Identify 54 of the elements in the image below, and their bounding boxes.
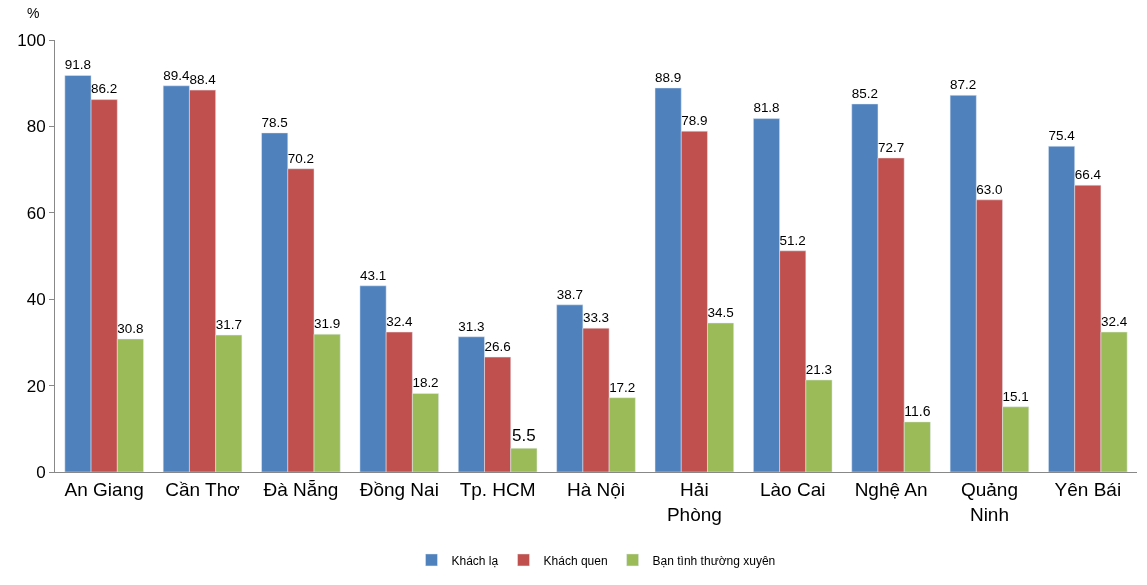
data-label: 88.4 bbox=[189, 71, 217, 87]
legend-label: Bạn tình thường xuyên bbox=[652, 553, 776, 568]
x-tick-label: Đồng Nai bbox=[359, 478, 439, 500]
x-tick-label: Lào Cai bbox=[759, 478, 826, 500]
data-label: 31.3 bbox=[458, 318, 485, 334]
data-label: 32.4 bbox=[386, 313, 413, 329]
data-label: 88.9 bbox=[655, 69, 682, 85]
data-label: 31.7 bbox=[215, 316, 242, 332]
data-label: 81.8 bbox=[753, 100, 780, 116]
data-label: 21.3 bbox=[805, 361, 833, 377]
y-axis-title: % bbox=[27, 5, 40, 21]
x-tick-label: An Giang bbox=[64, 478, 144, 500]
data-label: 72.7 bbox=[877, 139, 905, 155]
x-tick-label: Quảng Ninh bbox=[960, 478, 1018, 525]
y-tick-label: 80 bbox=[26, 117, 46, 137]
data-label: 91.8 bbox=[64, 57, 92, 73]
data-label: 70.2 bbox=[287, 150, 315, 166]
data-label: 26.6 bbox=[484, 338, 511, 354]
x-tick-label: Đà Nẵng bbox=[263, 478, 339, 500]
x-tick-label: Hà Nội bbox=[566, 478, 626, 500]
data-label: 33.3 bbox=[582, 309, 610, 325]
y-tick-label: 20 bbox=[26, 376, 46, 396]
data-label: 85.2 bbox=[851, 85, 878, 101]
data-label: 5.5 bbox=[512, 426, 536, 446]
data-label: 18.2 bbox=[412, 375, 439, 391]
data-label: 11.6 bbox=[904, 402, 931, 419]
x-tick-label: Nghệ An bbox=[854, 478, 928, 500]
data-label: 32.4 bbox=[1100, 313, 1128, 329]
data-label: 51.2 bbox=[779, 232, 806, 248]
legend-label: Khách lạ bbox=[451, 553, 499, 568]
data-label: 17.2 bbox=[609, 379, 636, 395]
data-label: 15.1 bbox=[1002, 388, 1029, 404]
x-tick-label: Tp. HCM bbox=[459, 478, 536, 500]
data-label: 31.9 bbox=[314, 316, 341, 332]
data-label: 78.9 bbox=[681, 112, 708, 128]
data-label: 86.2 bbox=[91, 81, 118, 97]
data-label: 75.4 bbox=[1048, 128, 1076, 144]
data-label: 78.5 bbox=[261, 114, 288, 130]
data-label: 66.4 bbox=[1074, 166, 1102, 182]
x-tick-label: Hải Phòng bbox=[666, 478, 722, 525]
x-tick-label: Yên Bái bbox=[1054, 478, 1122, 500]
legend-label: Khách quen bbox=[543, 553, 608, 568]
data-label: 89.4 bbox=[163, 67, 190, 83]
data-label: 63.0 bbox=[976, 181, 1003, 197]
data-label: 38.7 bbox=[556, 286, 583, 302]
data-label: 30.8 bbox=[117, 320, 144, 336]
y-tick-label: 40 bbox=[26, 290, 46, 310]
data-label: 87.2 bbox=[950, 77, 977, 93]
y-tick-label: 100 bbox=[17, 30, 46, 50]
data-label: 34.5 bbox=[707, 304, 734, 320]
data-label: 43.1 bbox=[359, 267, 387, 283]
y-tick-label: 0 bbox=[36, 462, 46, 482]
y-tick-label: 60 bbox=[26, 203, 46, 223]
x-tick-label: Cần Thơ bbox=[165, 478, 240, 500]
